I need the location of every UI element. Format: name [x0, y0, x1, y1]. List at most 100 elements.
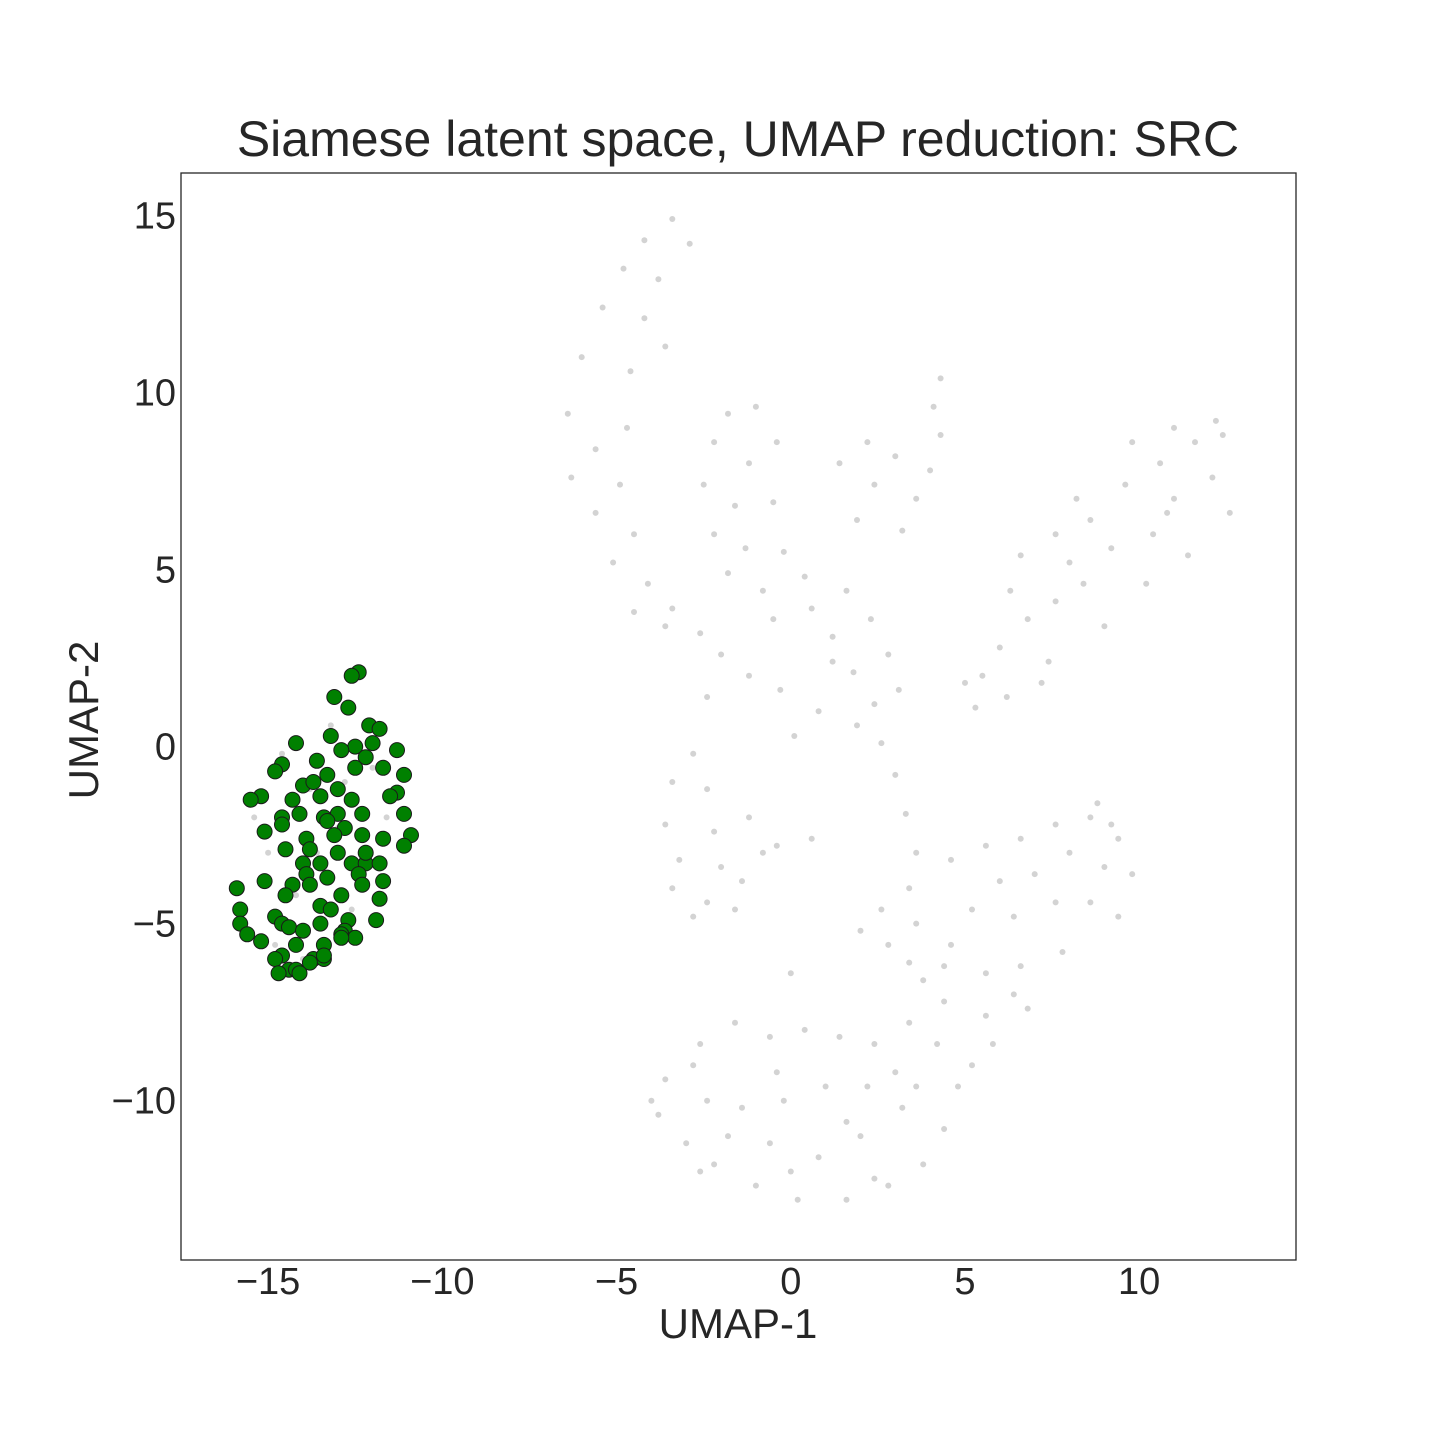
- y-tick-label: 5: [155, 550, 176, 592]
- background-point: [711, 1161, 718, 1168]
- background-point: [773, 439, 780, 446]
- background-point: [892, 453, 899, 460]
- y-tick-labels: 15 10 5 0 −5 −10: [112, 196, 176, 1123]
- x-tick-label: −5: [595, 1261, 638, 1303]
- highlight-point: [368, 912, 385, 929]
- highlight-point: [375, 830, 392, 847]
- highlight-point: [396, 766, 412, 783]
- background-point: [732, 906, 738, 913]
- background-point: [746, 814, 752, 821]
- chart-title: Siamese latent space, UMAP reduction: SR…: [237, 111, 1239, 167]
- background-point: [1129, 439, 1136, 446]
- background-point: [662, 1076, 669, 1083]
- x-tick-label: 5: [954, 1261, 975, 1303]
- background-point: [1087, 899, 1094, 906]
- background-point: [627, 368, 634, 375]
- background-point: [843, 1118, 850, 1125]
- highlight-point: [333, 742, 350, 759]
- background-point: [704, 899, 711, 906]
- background-point: [704, 694, 711, 700]
- background-point: [777, 686, 784, 693]
- highlight-point: [301, 954, 318, 971]
- background-point: [641, 315, 648, 322]
- background-point: [369, 764, 376, 771]
- background-point: [1024, 1005, 1031, 1012]
- background-point: [1010, 913, 1017, 920]
- highlight-point: [354, 876, 371, 893]
- background-point: [899, 1104, 906, 1111]
- y-tick-label: −10: [112, 1081, 176, 1123]
- highlight-point: [232, 901, 249, 918]
- highlight-point: [288, 735, 304, 752]
- background-point: [979, 672, 986, 679]
- y-tick-label: −5: [133, 904, 176, 946]
- background-point: [937, 432, 944, 438]
- background-point: [697, 1041, 704, 1047]
- background-point: [996, 878, 1003, 885]
- background-point: [1059, 949, 1066, 955]
- background-point: [1150, 531, 1157, 538]
- background-point: [739, 1104, 745, 1111]
- highlight-point: [284, 791, 301, 808]
- background-point: [383, 814, 390, 821]
- highlight-point: [322, 901, 339, 918]
- background-point: [864, 439, 871, 446]
- highlight-point: [281, 919, 297, 936]
- background-point: [843, 587, 850, 594]
- background-point: [644, 580, 651, 587]
- background-point: [766, 1140, 773, 1147]
- background-point: [1209, 474, 1216, 481]
- background-point: [1052, 821, 1059, 828]
- background-point: [836, 460, 843, 467]
- highlight-point: [319, 813, 336, 829]
- background-point: [1045, 658, 1052, 665]
- highlight-point: [396, 805, 412, 822]
- background-point: [690, 913, 697, 920]
- background-point: [871, 1175, 878, 1182]
- background-point: [927, 467, 934, 474]
- background-point: [808, 835, 815, 842]
- background-point: [1031, 871, 1038, 878]
- background-point: [732, 1019, 738, 1026]
- highlight-point: [312, 915, 329, 932]
- background-point: [773, 842, 780, 849]
- background-point: [794, 1196, 801, 1203]
- background-point: [704, 786, 711, 793]
- background-point: [892, 1069, 899, 1076]
- highlight-point: [295, 922, 311, 939]
- background-point: [1212, 417, 1219, 424]
- background-point: [906, 1019, 913, 1026]
- background-point: [1122, 481, 1129, 488]
- background-point: [913, 1083, 920, 1090]
- background-point: [697, 630, 704, 637]
- background-point: [892, 771, 899, 778]
- background-point: [700, 481, 707, 488]
- highlight-point: [312, 855, 329, 872]
- background-point: [1024, 616, 1031, 623]
- background-point: [787, 970, 794, 977]
- background-point: [808, 605, 815, 612]
- background-point: [885, 1182, 892, 1189]
- background-point: [718, 864, 725, 870]
- background-point: [885, 941, 892, 948]
- highlight-point: [354, 805, 371, 822]
- x-tick-label: −10: [410, 1261, 474, 1303]
- background-point: [962, 679, 968, 686]
- background-point: [843, 1196, 850, 1203]
- y-axis-label: UMAP-2: [60, 641, 107, 800]
- background-point: [279, 750, 285, 757]
- background-point: [1226, 509, 1233, 516]
- highlight-point: [347, 929, 364, 946]
- background-point: [690, 1062, 697, 1069]
- background-point: [265, 849, 272, 856]
- highlight-point: [312, 788, 329, 805]
- highlight-point: [357, 844, 374, 861]
- background-point: [822, 1083, 829, 1090]
- background-point: [742, 545, 749, 552]
- background-point: [592, 446, 599, 453]
- background-point: [857, 927, 864, 934]
- highlight-point: [291, 965, 308, 982]
- background-point: [989, 1041, 996, 1047]
- highlight-point: [253, 933, 270, 950]
